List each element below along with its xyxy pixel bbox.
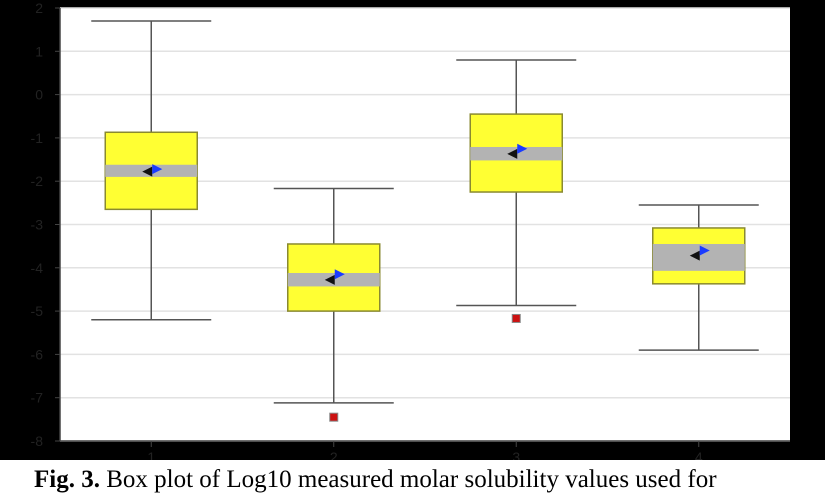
x-tick-label: 1 — [147, 449, 155, 460]
y-tick-label: -3 — [31, 217, 44, 233]
mean-marker — [324, 274, 335, 285]
y-tick-label: 0 — [35, 87, 43, 103]
median-marker — [334, 269, 345, 280]
x-tick-label: 2 — [330, 449, 338, 460]
figure-caption: Fig. 3. Box plot of Log10 measured molar… — [0, 460, 825, 500]
box-group — [456, 59, 577, 323]
y-tick-label: -1 — [31, 130, 44, 146]
y-tick-label: 2 — [35, 0, 43, 16]
x-tick-label: 3 — [512, 449, 520, 460]
y-tick-label: -6 — [31, 346, 44, 362]
box-group — [273, 187, 394, 422]
outlier-point — [511, 313, 521, 323]
y-tick-label: -2 — [31, 173, 44, 189]
mean-marker — [142, 166, 153, 177]
box-group — [638, 204, 759, 351]
mean-marker — [507, 148, 518, 159]
box-group — [91, 20, 212, 321]
figure-caption-text: Box plot of Log10 measured molar solubil… — [106, 466, 717, 493]
y-tick-label: -5 — [31, 303, 44, 319]
median-marker — [699, 245, 710, 256]
y-tick-label: -8 — [31, 433, 44, 449]
outlier-point — [329, 412, 339, 422]
x-tick-label: 4 — [695, 449, 703, 460]
median-marker — [517, 143, 528, 154]
median-marker — [152, 164, 163, 175]
y-tick-label: -7 — [31, 390, 44, 406]
box-plot: 2 1 0 -1 -2 -3 -4 -5 -6 -7 -8 1 2 3 4 — [30, 0, 790, 460]
figure-caption-lead: Fig. 3. — [34, 466, 100, 493]
y-tick-label: 1 — [35, 43, 43, 59]
y-tick-label: -4 — [31, 260, 44, 276]
mean-marker — [689, 250, 700, 261]
